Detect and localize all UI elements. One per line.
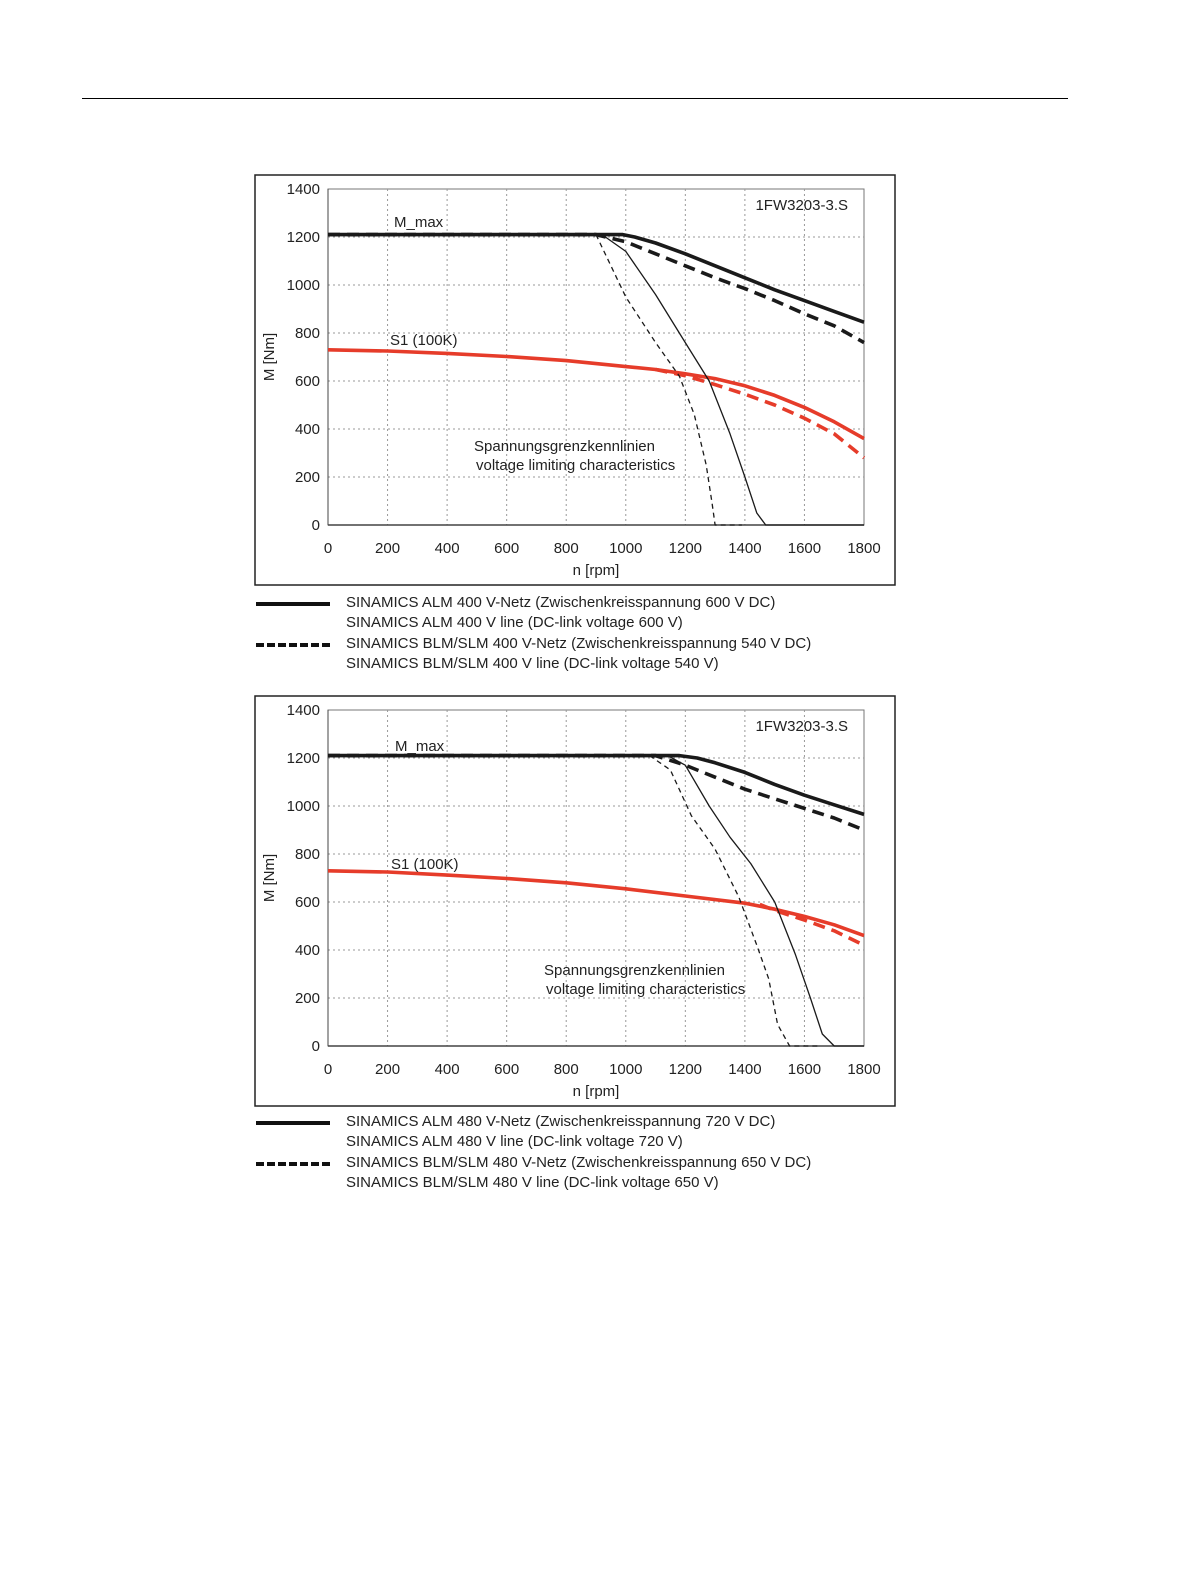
y-tick-label: 1400 bbox=[287, 181, 320, 198]
chart-annotation: M_max bbox=[394, 214, 444, 231]
legend-solid-line-sample bbox=[256, 602, 330, 606]
chart-annotation: S1 (100K) bbox=[390, 332, 458, 349]
legend-dashed-line-sample bbox=[256, 643, 330, 647]
x-axis-title: n [rpm] bbox=[573, 562, 620, 579]
series-line-5 bbox=[601, 234, 864, 526]
legend-solid-line-sample bbox=[256, 1121, 330, 1125]
x-tick-label: 1800 bbox=[847, 540, 880, 557]
x-tick-label: 200 bbox=[375, 540, 400, 557]
x-tick-label: 200 bbox=[375, 1061, 400, 1078]
x-tick-label: 1400 bbox=[728, 1061, 761, 1078]
x-tick-label: 1600 bbox=[788, 1061, 821, 1078]
legend-item-alm: SINAMICS ALM 400 V-Netz (Zwischenkreissp… bbox=[254, 593, 954, 634]
x-axis-title: n [rpm] bbox=[573, 1083, 620, 1100]
chart-annotation: S1 (100K) bbox=[391, 856, 459, 873]
series-line-5 bbox=[667, 755, 864, 1047]
legend-text-en: SINAMICS BLM/SLM 480 V line (DC-link vol… bbox=[346, 1174, 719, 1191]
x-tick-label: 600 bbox=[494, 540, 519, 557]
legend-text-de: SINAMICS ALM 400 V-Netz (Zwischenkreissp… bbox=[346, 594, 776, 611]
legend-text-de: SINAMICS ALM 480 V-Netz (Zwischenkreissp… bbox=[346, 1113, 776, 1130]
legend-text-en: SINAMICS ALM 400 V line (DC-link voltage… bbox=[346, 614, 683, 631]
series-line-4 bbox=[759, 902, 865, 947]
torque-chart-400v: 0 200 400 600 800 1000 1200 1400 1600 1800 0 200 400… bbox=[254, 174, 896, 586]
x-tick-label: 400 bbox=[435, 1061, 460, 1078]
chart-annotation: M_max bbox=[395, 738, 445, 755]
y-tick-label: 800 bbox=[295, 325, 320, 342]
series-line-1 bbox=[328, 232, 865, 324]
legend-text-en: SINAMICS BLM/SLM 400 V line (DC-link vol… bbox=[346, 655, 719, 672]
x-tick-label: 1600 bbox=[788, 540, 821, 557]
series-line-2 bbox=[328, 232, 865, 345]
x-tick-label: 1000 bbox=[609, 540, 642, 557]
y-tick-label: 1200 bbox=[287, 229, 320, 246]
x-tick-label: 1800 bbox=[847, 1061, 880, 1078]
header-rule bbox=[82, 98, 1068, 99]
legend-item-alm: SINAMICS ALM 480 V-Netz (Zwischenkreissp… bbox=[254, 1112, 954, 1153]
x-tick-label: 1200 bbox=[669, 1061, 702, 1078]
legend-text-de: SINAMICS BLM/SLM 400 V-Netz (Zwischenkre… bbox=[346, 635, 812, 652]
y-tick-label: 1000 bbox=[287, 798, 320, 815]
x-tick-label: 1400 bbox=[728, 540, 761, 557]
chart-title: 1FW3203-3.S bbox=[755, 718, 848, 735]
legend-480v: SINAMICS ALM 480 V-Netz (Zwischenkreissp… bbox=[254, 1112, 954, 1194]
chart-title: 1FW3203-3.S bbox=[755, 197, 848, 214]
series-line-6 bbox=[649, 755, 820, 1047]
x-tick-label: 0 bbox=[324, 1061, 332, 1078]
y-tick-label: 600 bbox=[295, 373, 320, 390]
plot-area bbox=[327, 709, 865, 1047]
series-line-2 bbox=[328, 753, 865, 832]
y-tick-label: 800 bbox=[295, 846, 320, 863]
series-line-3 bbox=[327, 348, 865, 441]
y-tick-label: 0 bbox=[312, 1038, 320, 1055]
x-tick-label: 1200 bbox=[669, 540, 702, 557]
chart-annotation: voltage limiting characteristics bbox=[546, 981, 745, 998]
chart-annotation: Spannungsgrenzkennlinien bbox=[474, 438, 655, 455]
y-tick-label: 1200 bbox=[287, 750, 320, 767]
series-line-1 bbox=[328, 753, 865, 817]
x-tick-label: 800 bbox=[554, 1061, 579, 1078]
legend-dashed-line-sample bbox=[256, 1162, 330, 1166]
legend-item-blm-slm: SINAMICS BLM/SLM 480 V-Netz (Zwischenkre… bbox=[254, 1153, 954, 1194]
torque-chart-480v: 0 200 400 600 800 1000 1200 1400 1600 1800 0 200 400… bbox=[254, 695, 896, 1107]
y-axis-title: M [Nm] bbox=[261, 333, 278, 381]
x-tick-label: 800 bbox=[554, 540, 579, 557]
x-tick-label: 0 bbox=[324, 540, 332, 557]
legend-item-blm-slm: SINAMICS BLM/SLM 400 V-Netz (Zwischenkre… bbox=[254, 634, 954, 675]
y-tick-label: 400 bbox=[295, 421, 320, 438]
y-tick-label: 600 bbox=[295, 894, 320, 911]
x-tick-label: 600 bbox=[494, 1061, 519, 1078]
y-tick-label: 200 bbox=[295, 990, 320, 1007]
y-tick-label: 1400 bbox=[287, 702, 320, 719]
legend-400v: SINAMICS ALM 400 V-Netz (Zwischenkreissp… bbox=[254, 593, 954, 675]
series-line-3 bbox=[327, 869, 865, 938]
legend-text-en: SINAMICS ALM 480 V line (DC-link voltage… bbox=[346, 1133, 683, 1150]
chart-annotation: Spannungsgrenzkennlinien bbox=[544, 962, 725, 979]
plot-area bbox=[327, 188, 865, 526]
y-tick-label: 0 bbox=[312, 517, 320, 534]
x-tick-label: 400 bbox=[435, 540, 460, 557]
y-tick-label: 200 bbox=[295, 469, 320, 486]
y-axis-title: M [Nm] bbox=[261, 854, 278, 902]
y-tick-label: 400 bbox=[295, 942, 320, 959]
chart-annotation: voltage limiting characteristics bbox=[476, 457, 675, 474]
x-tick-label: 1000 bbox=[609, 1061, 642, 1078]
y-tick-label: 1000 bbox=[287, 277, 320, 294]
legend-text-de: SINAMICS BLM/SLM 480 V-Netz (Zwischenkre… bbox=[346, 1154, 812, 1171]
